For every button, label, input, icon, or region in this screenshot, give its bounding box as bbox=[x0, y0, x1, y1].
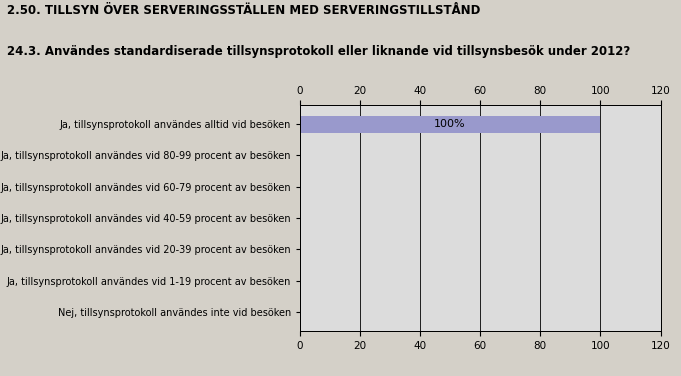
Text: 24.3. Användes standardiserade tillsynsprotokoll eller liknande vid tillsynsbesö: 24.3. Användes standardiserade tillsynsp… bbox=[7, 45, 630, 58]
Text: 100%: 100% bbox=[434, 119, 466, 129]
Text: 2.50. TILLSYN ÖVER SERVERINGSSTÄLLEN MED SERVERINGSTILLSTÅND: 2.50. TILLSYN ÖVER SERVERINGSSTÄLLEN MED… bbox=[7, 4, 480, 17]
Bar bbox=[300, 115, 601, 133]
